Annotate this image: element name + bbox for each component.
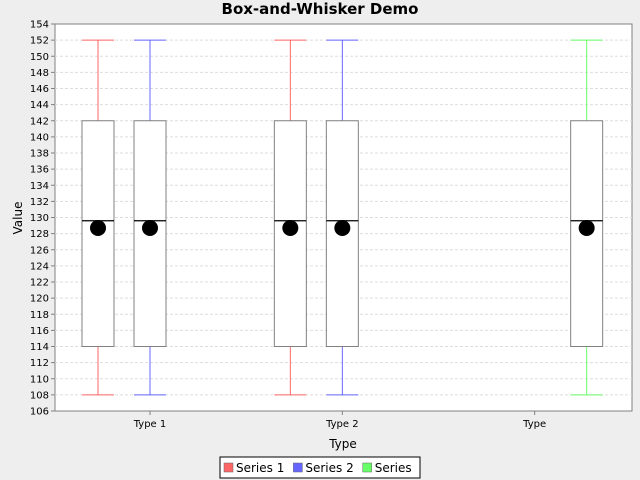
x-category-label: Type 1 (133, 419, 167, 430)
box-layer (81, 39, 604, 396)
y-tick-label: 124 (30, 261, 49, 272)
box-plot (133, 39, 167, 396)
mean-marker (142, 219, 158, 236)
y-tick-label: 134 (30, 181, 49, 192)
legend-label: Series (375, 461, 412, 475)
x-axis-label: Type (328, 437, 357, 451)
legend-frame (219, 456, 421, 479)
y-tick-label: 118 (30, 310, 49, 321)
legend-swatch (223, 462, 234, 473)
legend-swatch (362, 462, 372, 473)
y-tick-label: 122 (30, 278, 49, 289)
y-tick-label: 114 (30, 342, 49, 353)
y-tick-label: 136 (30, 165, 49, 176)
mean-marker (578, 219, 595, 236)
legend-label: Series 2 (305, 461, 353, 475)
y-tick-label: 108 (30, 390, 49, 401)
y-tick-label: 150 (30, 52, 49, 63)
y-tick-label: 152 (30, 36, 49, 47)
box-plot (325, 39, 359, 396)
box-plot (570, 39, 604, 396)
y-tick-label: 130 (30, 213, 49, 224)
y-tick-label: 154 (30, 20, 49, 31)
y-tick-label: 112 (30, 358, 49, 369)
y-tick-label: 126 (30, 245, 49, 256)
x-category-layer: Type 1 Type 2 Type (133, 411, 546, 430)
y-tick-label: 106 (30, 407, 49, 418)
box-plot (81, 39, 115, 396)
y-tick-label: 148 (30, 68, 49, 79)
y-tick-label: 142 (30, 116, 49, 127)
y-tick-label: 132 (30, 197, 49, 208)
y-tick-layer: 106 108 110 112 114 116 118 120 122 124 126 128 130 1… (30, 20, 55, 418)
y-axis-label: Value (11, 202, 25, 235)
mean-marker (334, 219, 351, 236)
mean-marker (282, 219, 299, 236)
y-tick-label: 146 (30, 84, 49, 95)
box-plot (273, 39, 307, 396)
legend-label: Series 1 (236, 461, 284, 475)
y-tick-label: 110 (30, 374, 49, 385)
y-tick-label: 116 (30, 326, 49, 337)
legend-swatch (293, 462, 303, 473)
y-tick-label: 128 (30, 229, 49, 240)
y-tick-label: 144 (30, 100, 49, 111)
mean-marker (90, 219, 106, 236)
legend-items: Series 1 Series 2 Series (223, 461, 412, 475)
x-category-label: Type (522, 419, 546, 430)
legend: Series 1 Series 2 Series (219, 456, 421, 479)
chart-title: Box-and-Whisker Demo (222, 0, 419, 18)
y-tick-label: 138 (30, 149, 49, 160)
y-tick-label: 140 (30, 132, 49, 143)
y-tick-label: 120 (30, 294, 49, 305)
x-category-label: Type 2 (325, 419, 359, 430)
